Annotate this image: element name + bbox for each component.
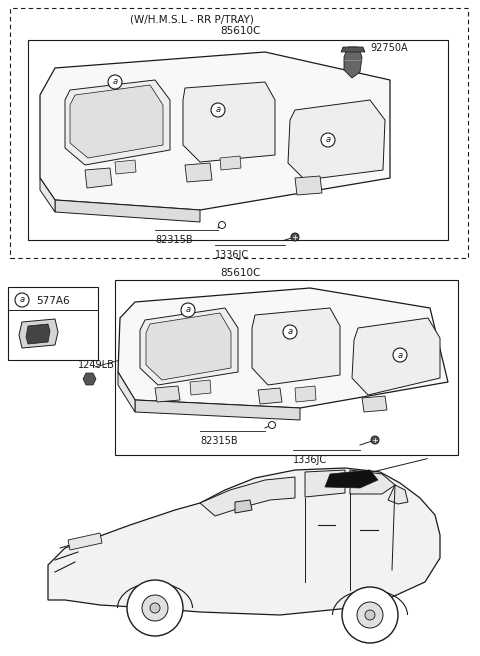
Polygon shape xyxy=(220,156,241,170)
Bar xyxy=(115,280,458,455)
Polygon shape xyxy=(325,470,378,488)
Polygon shape xyxy=(190,380,211,395)
Polygon shape xyxy=(40,178,55,212)
Polygon shape xyxy=(155,386,180,402)
Circle shape xyxy=(371,436,379,444)
Polygon shape xyxy=(115,160,136,174)
Circle shape xyxy=(108,75,122,89)
Circle shape xyxy=(393,348,407,362)
Circle shape xyxy=(291,233,299,241)
Polygon shape xyxy=(344,47,362,78)
Circle shape xyxy=(357,602,383,628)
Polygon shape xyxy=(135,400,300,420)
Text: a: a xyxy=(112,77,118,87)
Polygon shape xyxy=(140,308,238,385)
Polygon shape xyxy=(295,176,322,195)
Polygon shape xyxy=(55,200,200,222)
Polygon shape xyxy=(68,533,102,550)
Polygon shape xyxy=(350,470,395,494)
Text: a: a xyxy=(185,306,191,314)
Bar xyxy=(8,287,98,360)
Polygon shape xyxy=(388,485,408,504)
Text: a: a xyxy=(288,327,293,337)
Circle shape xyxy=(365,610,375,620)
Text: 85610C: 85610C xyxy=(220,268,260,278)
Circle shape xyxy=(283,325,297,339)
Circle shape xyxy=(211,103,225,117)
Text: a: a xyxy=(397,350,403,359)
Circle shape xyxy=(342,587,398,643)
Polygon shape xyxy=(83,373,96,385)
Polygon shape xyxy=(352,318,440,395)
Polygon shape xyxy=(85,168,112,188)
Polygon shape xyxy=(26,324,50,344)
Text: 82315B: 82315B xyxy=(200,436,238,446)
Polygon shape xyxy=(200,477,295,516)
Polygon shape xyxy=(146,313,231,380)
Circle shape xyxy=(150,603,160,613)
Polygon shape xyxy=(252,308,340,385)
Polygon shape xyxy=(40,52,390,210)
Polygon shape xyxy=(341,47,365,52)
Polygon shape xyxy=(235,500,252,513)
Text: a: a xyxy=(216,106,221,115)
Polygon shape xyxy=(258,388,282,404)
Text: 82315B: 82315B xyxy=(155,235,192,245)
Polygon shape xyxy=(295,386,316,402)
Polygon shape xyxy=(288,100,385,180)
Text: 85610C: 85610C xyxy=(220,26,260,36)
Polygon shape xyxy=(48,468,440,615)
Circle shape xyxy=(321,133,335,147)
Polygon shape xyxy=(362,396,387,412)
Polygon shape xyxy=(185,163,212,182)
Polygon shape xyxy=(183,82,275,162)
Circle shape xyxy=(218,222,226,228)
Circle shape xyxy=(142,595,168,621)
Polygon shape xyxy=(305,470,345,497)
Circle shape xyxy=(15,293,29,307)
Polygon shape xyxy=(118,288,448,408)
Bar xyxy=(10,8,468,258)
Polygon shape xyxy=(65,80,170,165)
Polygon shape xyxy=(70,85,163,158)
Text: 1336JC: 1336JC xyxy=(215,250,249,260)
Circle shape xyxy=(127,580,183,636)
Text: 1336JC: 1336JC xyxy=(293,455,327,465)
Circle shape xyxy=(181,303,195,317)
Polygon shape xyxy=(118,372,135,412)
Text: a: a xyxy=(325,136,331,144)
Circle shape xyxy=(268,422,276,428)
Text: a: a xyxy=(19,295,24,304)
Text: (W/H.M.S.L - RR P/TRAY): (W/H.M.S.L - RR P/TRAY) xyxy=(130,14,254,24)
Text: 1249LB: 1249LB xyxy=(78,360,115,370)
Text: 577A6: 577A6 xyxy=(36,296,70,306)
Text: 92750A: 92750A xyxy=(370,43,408,53)
Bar xyxy=(28,40,448,240)
Polygon shape xyxy=(19,319,58,348)
